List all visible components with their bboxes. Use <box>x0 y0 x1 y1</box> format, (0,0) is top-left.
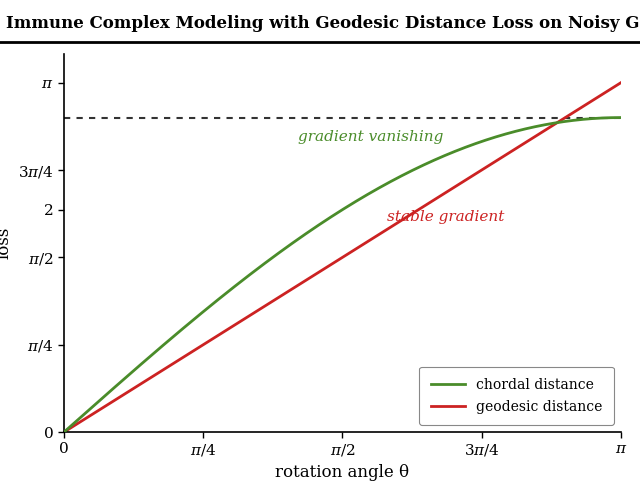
Text: Immune Complex Modeling with Geodesic Distance Loss on Noisy Group Frames: Immune Complex Modeling with Geodesic Di… <box>6 15 640 32</box>
Line: chordal distance: chordal distance <box>64 117 621 432</box>
geodesic distance <box>316 269 324 274</box>
chordal distance <box>88 404 96 410</box>
chordal distance <box>601 115 609 121</box>
geodesic distance <box>600 90 608 96</box>
geodesic distance <box>60 429 68 435</box>
geodesic distance <box>617 80 625 86</box>
Text: gradient vanishing: gradient vanishing <box>298 130 444 144</box>
chordal distance <box>600 115 608 121</box>
Legend: chordal distance, geodesic distance: chordal distance, geodesic distance <box>419 367 614 425</box>
geodesic distance <box>601 90 609 96</box>
geodesic distance <box>88 411 96 417</box>
chordal distance <box>316 221 324 227</box>
Line: geodesic distance: geodesic distance <box>64 83 621 432</box>
Y-axis label: loss: loss <box>0 227 12 259</box>
chordal distance <box>499 132 506 138</box>
Text: stable gradient: stable gradient <box>387 210 504 224</box>
geodesic distance <box>499 154 506 160</box>
chordal distance <box>60 429 68 435</box>
chordal distance <box>617 114 625 120</box>
geodesic distance <box>331 259 339 265</box>
X-axis label: rotation angle θ: rotation angle θ <box>275 464 410 481</box>
chordal distance <box>331 212 339 218</box>
